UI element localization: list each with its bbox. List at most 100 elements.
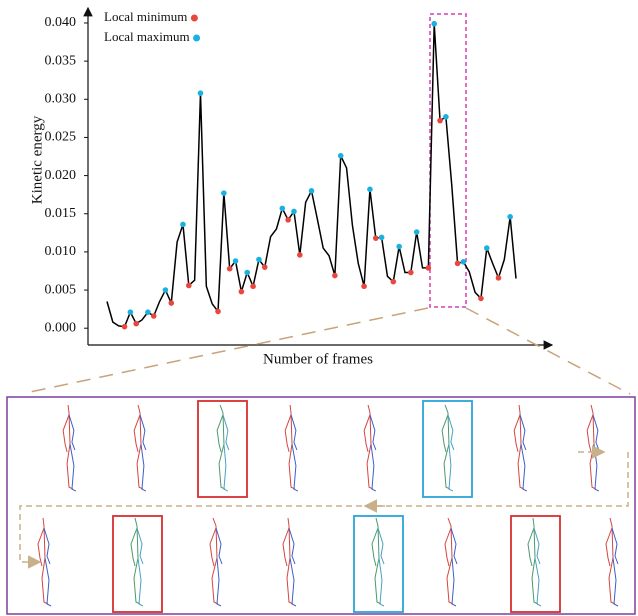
skeleton-limb [532, 517, 536, 559]
skeleton-limb [370, 444, 377, 492]
skeleton-limb [288, 444, 296, 490]
skeleton-limb [287, 517, 291, 559]
skeleton-limb [286, 557, 294, 605]
skeleton-limb [133, 414, 141, 453]
skeleton-limb [363, 414, 371, 453]
extremum-marker [186, 282, 192, 289]
skeleton-limb [62, 414, 70, 453]
extremum-marker [291, 208, 297, 215]
skeleton-limb [140, 444, 147, 492]
skeleton-limb [130, 527, 138, 567]
skeleton-limb [444, 527, 452, 567]
skeleton-limb [443, 443, 451, 490]
skeleton-limb [450, 527, 458, 565]
skeleton-limb [534, 557, 542, 607]
flow-arrow [19, 452, 629, 569]
skeleton-limb [375, 517, 380, 559]
skeleton-limb [374, 557, 382, 605]
y-tick-label: 0.025 [45, 130, 77, 145]
skeleton-limb [136, 444, 144, 490]
skeleton-limb [366, 444, 374, 490]
extremum-marker [261, 264, 268, 270]
skeleton-limb [216, 414, 224, 453]
skeleton-limb [291, 444, 299, 492]
skeleton-limb [377, 527, 385, 565]
extremum-marker [133, 320, 140, 327]
frame-box [197, 400, 248, 498]
skeletons [37, 400, 619, 613]
skeleton-limb [527, 527, 535, 567]
skeleton-limb [446, 557, 454, 605]
zoom-line [465, 307, 631, 395]
skeleton-limb [531, 557, 539, 605]
extremum-marker [145, 309, 151, 315]
y-tick-label: 0.015 [45, 206, 77, 221]
skeleton-limb [517, 444, 525, 490]
extremum-marker [279, 205, 286, 212]
skeleton-limb [605, 527, 613, 567]
skeleton-limb [441, 414, 449, 453]
frame-box [510, 515, 561, 613]
skeleton-limb [369, 414, 377, 451]
legend-label: Local maximum [104, 29, 190, 44]
skeleton-limb [513, 414, 521, 453]
extremum-marker [408, 269, 414, 276]
extremum-marker [495, 275, 502, 281]
skeleton-limb [289, 404, 293, 445]
y-tick-label: 0.005 [45, 282, 77, 297]
skeleton-limb [612, 557, 619, 607]
skeleton-limb [282, 527, 290, 567]
y-tick-label: 0.010 [45, 244, 77, 259]
extremum-marker [285, 217, 291, 223]
skeleton-limb [216, 557, 222, 607]
legend-marker [190, 14, 198, 22]
x-axis-label: Number of frames [263, 351, 373, 367]
extremum-marker [121, 323, 128, 330]
y-tick-label: 0.000 [45, 320, 77, 335]
skeleton-limb [69, 444, 77, 492]
skeleton-limb [290, 414, 298, 451]
skeleton-limb [133, 557, 141, 605]
extremum-marker [221, 190, 227, 196]
extremum-marker [162, 287, 169, 293]
extremum-marker [150, 313, 157, 319]
skeleton-limb [218, 443, 226, 490]
extremum-marker [378, 234, 385, 241]
frames-panel [6, 396, 636, 615]
extremum-marker [337, 152, 344, 159]
extremum-marker [367, 186, 373, 193]
skeleton-limb [284, 414, 292, 453]
extremum-marker [308, 188, 315, 194]
skeleton-limb [137, 557, 144, 607]
skeleton-limb [608, 557, 616, 605]
extremum-marker [460, 259, 467, 265]
extremum-marker [361, 283, 367, 290]
extremum-marker [297, 252, 303, 258]
skeleton-limb [139, 414, 147, 451]
skeleton-limb [518, 404, 522, 445]
extremum-marker [425, 265, 432, 271]
skeleton-limb [448, 444, 454, 492]
skeleton-limb [222, 414, 230, 451]
extremum-marker [127, 309, 134, 315]
skeleton-limb [451, 557, 457, 607]
extremum-marker [437, 117, 443, 124]
extremum-marker [390, 278, 397, 285]
extremum-marker [478, 295, 484, 302]
skeleton-limb [447, 517, 453, 559]
skeleton-limb [378, 557, 385, 607]
skeleton-limb [223, 444, 229, 492]
extremum-marker [215, 308, 221, 315]
skeleton-limb [136, 527, 144, 565]
frame-box [422, 400, 473, 498]
skeleton-limb [42, 517, 46, 559]
skeleton-limb [611, 527, 619, 565]
energy-line [106, 23, 517, 328]
skeleton-limb [288, 527, 296, 565]
skeleton-limb [44, 557, 52, 607]
extremum-marker [197, 90, 204, 96]
skeleton-limb [67, 404, 71, 445]
skeleton-limb [371, 527, 379, 567]
extremum-marker [431, 20, 438, 27]
